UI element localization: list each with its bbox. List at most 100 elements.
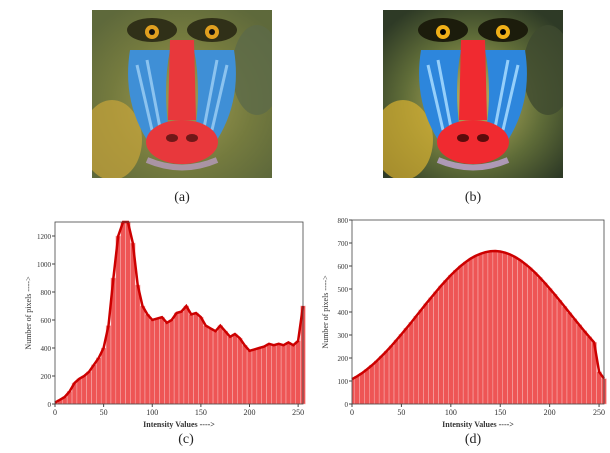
histogram-bar	[203, 325, 209, 405]
histogram-bar	[295, 340, 301, 405]
histogram-bar	[261, 346, 267, 405]
plot-frame	[54, 221, 304, 405]
x-tick-label: 50	[397, 408, 405, 417]
histogram-bar	[532, 272, 538, 405]
histogram-bar	[354, 376, 360, 405]
y-tick-label: 100	[338, 378, 349, 386]
histogram-bar	[212, 330, 219, 405]
histogram-bar	[383, 350, 390, 405]
histogram-bar	[76, 378, 82, 405]
x-tick-label: 200	[244, 408, 256, 417]
y-tick-label: 600	[41, 317, 52, 325]
x-tick-label: 250	[593, 408, 605, 417]
histogram-bar	[418, 309, 424, 405]
histogram-bar	[566, 312, 573, 405]
histogram-bar	[374, 360, 380, 405]
x-tick-label: 150	[195, 408, 207, 417]
histogram-bar	[507, 254, 513, 405]
histogram-bar	[144, 314, 151, 405]
caption-a: (a)	[174, 190, 190, 205]
histogram-bar	[527, 267, 533, 405]
histogram-bar	[232, 333, 238, 405]
histogram-bar	[497, 251, 503, 405]
y-tick-label: 400	[41, 345, 52, 353]
x-axis-label: Intensity Values ---->	[442, 420, 514, 429]
y-tick-label: 700	[338, 240, 349, 248]
histogram-bar	[443, 280, 449, 405]
histogram-bar	[403, 328, 410, 405]
caption-c: (c)	[178, 432, 194, 447]
histogram-bar	[462, 261, 469, 405]
histogram-bar	[256, 347, 262, 405]
histogram-bar	[183, 305, 189, 405]
histogram-bar	[477, 253, 484, 405]
mandrill-image-a	[92, 10, 272, 178]
histogram-bar	[91, 364, 97, 405]
histogram-bar	[100, 347, 107, 405]
mandrill-face-drawing	[383, 10, 563, 178]
y-tick-label: 500	[338, 286, 349, 294]
y-tick-label: 1000	[37, 261, 52, 269]
x-axis-label: Intensity Values ---->	[143, 420, 215, 429]
histogram-bar	[522, 263, 528, 405]
histogram-bar	[81, 375, 87, 405]
y-tick-label: 800	[338, 217, 349, 225]
histogram-bar	[251, 349, 258, 405]
histogram-bar	[178, 311, 185, 405]
histogram-bar	[546, 288, 553, 405]
histogram-bar	[378, 355, 385, 405]
histogram-bar	[596, 371, 602, 405]
histogram-bar	[517, 259, 523, 405]
y-tick-label: 300	[338, 332, 349, 340]
histogram-bar	[198, 316, 204, 405]
histogram-bar	[398, 334, 405, 405]
histogram-bar	[586, 336, 592, 405]
histogram-bar	[159, 316, 165, 405]
x-tick-label: 250	[292, 408, 304, 417]
histogram-bar	[502, 252, 508, 405]
histogram-bar	[285, 342, 292, 405]
y-tick-label: 200	[338, 355, 349, 363]
histogram-bar	[227, 336, 233, 405]
histogram-bar	[120, 221, 126, 405]
x-tick-label: 200	[544, 408, 556, 417]
histogram-bar	[173, 312, 180, 405]
histogram-bar	[154, 318, 160, 405]
y-tick-label: 0	[345, 401, 349, 409]
histogram-bar	[556, 300, 563, 405]
histogram-bar	[487, 251, 494, 405]
histogram-bar	[576, 324, 582, 405]
histogram-equalized: 0 50 100 150 200 250 0 100 200 300 400 500 600 700 800…	[321, 217, 607, 429]
y-tick-label: 800	[41, 289, 52, 297]
y-axis-label: Number of pixels ---->	[321, 275, 330, 349]
histogram-bar	[139, 305, 146, 405]
mandrill-image-b	[383, 10, 563, 178]
histogram-bar	[207, 328, 214, 405]
histogram-bar	[149, 319, 155, 405]
histogram-bar	[246, 350, 253, 405]
histogram-bar	[271, 344, 277, 405]
histogram-bar	[164, 322, 170, 405]
histogram-bar	[188, 314, 194, 405]
mandrill-face-drawing	[92, 10, 272, 178]
histogram-original: 0 50 100 150 200 250 0 200 400 600 800 1000 1200 Inte…	[24, 220, 306, 429]
histogram-bar	[413, 315, 419, 405]
caption-b: (b)	[464, 190, 482, 205]
histogram-bar	[222, 330, 228, 405]
histogram-bar	[276, 343, 282, 405]
histogram-bar	[482, 251, 489, 405]
histogram-bar	[290, 344, 296, 405]
histogram-bar	[472, 255, 479, 405]
histogram-bar	[125, 221, 131, 405]
y-tick-label: 0	[48, 401, 52, 409]
histogram-bar	[467, 258, 474, 405]
histogram-outline	[351, 249, 606, 381]
histogram-bar	[537, 277, 543, 405]
histogram-bar	[581, 330, 587, 405]
x-tick-label: 0	[350, 408, 354, 417]
histogram-bar	[242, 344, 248, 405]
y-tick-label: 200	[41, 373, 52, 381]
x-tick-label: 50	[100, 408, 108, 417]
x-tick-label: 100	[445, 408, 457, 417]
x-tick-label: 100	[146, 408, 158, 417]
